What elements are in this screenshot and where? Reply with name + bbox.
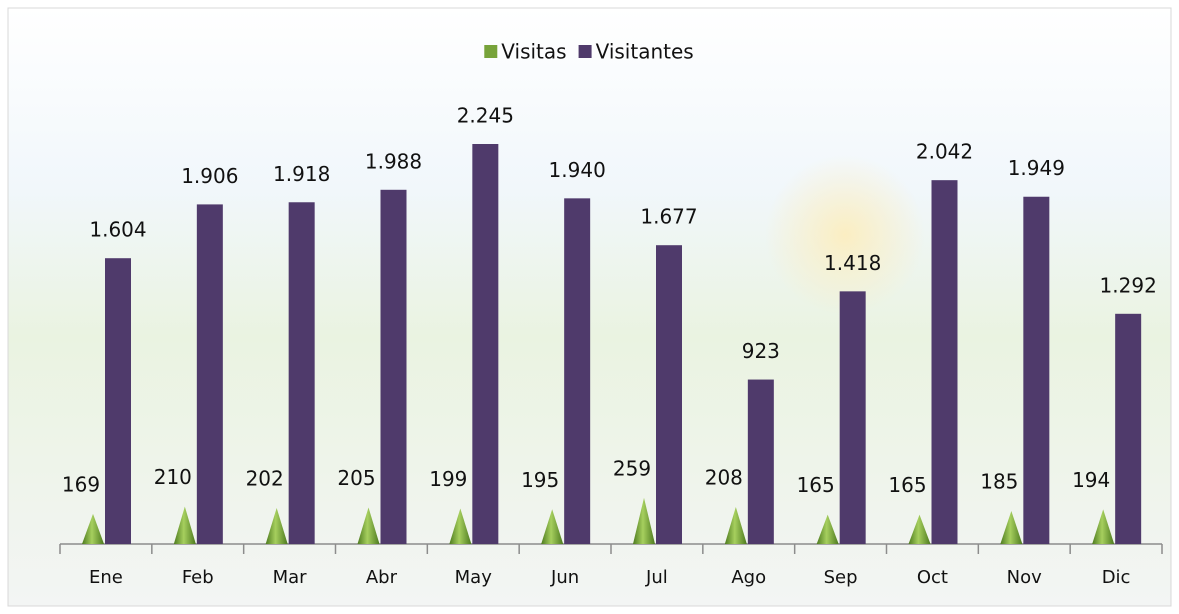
bar (380, 189, 407, 544)
x-tick-label: Dic (1102, 567, 1131, 588)
x-tick-label: Ene (89, 567, 123, 588)
x-tick-label: Jul (645, 567, 668, 588)
x-tick-label: May (455, 567, 493, 588)
bar (196, 204, 223, 545)
cone (265, 508, 288, 544)
bar (288, 202, 315, 544)
bar (1115, 313, 1142, 544)
bar (1023, 196, 1050, 544)
value-label: 2.042 (916, 140, 973, 164)
value-label: 1.677 (640, 205, 697, 229)
value-label: 195 (521, 468, 559, 492)
value-label: 210 (154, 465, 192, 489)
x-tick-label: Ago (731, 567, 766, 588)
x-tick-label: Nov (1007, 567, 1042, 588)
legend-label: Visitas (501, 40, 566, 64)
value-label: 1.918 (273, 162, 330, 186)
legend-swatch (484, 45, 498, 58)
cone (1092, 509, 1115, 544)
value-label: 194 (1072, 468, 1110, 492)
bar (747, 379, 774, 544)
value-label: 1.418 (824, 251, 881, 275)
value-label: 185 (980, 470, 1018, 494)
cone (1000, 511, 1023, 544)
value-label: 169 (62, 472, 100, 496)
value-label: 1.988 (365, 149, 422, 173)
value-label: 208 (705, 465, 743, 489)
cone (173, 506, 196, 544)
legend-swatch (578, 45, 592, 58)
value-label: 199 (429, 467, 467, 491)
value-label: 1.940 (549, 158, 606, 182)
value-label: 1.604 (89, 218, 146, 242)
cone (816, 514, 839, 544)
bar (931, 180, 958, 545)
value-label: 1.292 (1100, 273, 1157, 297)
value-label: 2.245 (457, 104, 514, 128)
value-label: 165 (797, 473, 835, 497)
bar (839, 291, 866, 544)
value-label: 259 (613, 456, 651, 480)
cone (541, 509, 564, 544)
x-tick-label: Mar (273, 567, 308, 588)
x-tick-label: Abr (366, 567, 398, 588)
value-label: 165 (888, 473, 926, 497)
cone (449, 508, 472, 544)
value-label: 202 (246, 467, 284, 491)
cone (908, 514, 931, 544)
bar (564, 198, 591, 544)
x-tick-label: Sep (824, 567, 858, 588)
x-tick-label: Jun (550, 567, 579, 588)
cone (82, 513, 104, 544)
value-label: 923 (742, 339, 780, 363)
bar (105, 258, 131, 544)
value-label: 1.949 (1008, 156, 1065, 180)
value-label: 205 (337, 466, 375, 490)
background-sun (765, 155, 925, 315)
cone (633, 497, 655, 544)
legend-label: Visitantes (596, 40, 694, 64)
value-label: 1.906 (181, 164, 238, 188)
cone (724, 506, 747, 544)
cone (357, 507, 380, 544)
x-tick-label: Oct (917, 567, 948, 588)
legend: Visitas Visitantes (484, 40, 694, 64)
bar (472, 144, 499, 544)
bar (656, 245, 682, 544)
x-tick-label: Feb (182, 567, 214, 588)
